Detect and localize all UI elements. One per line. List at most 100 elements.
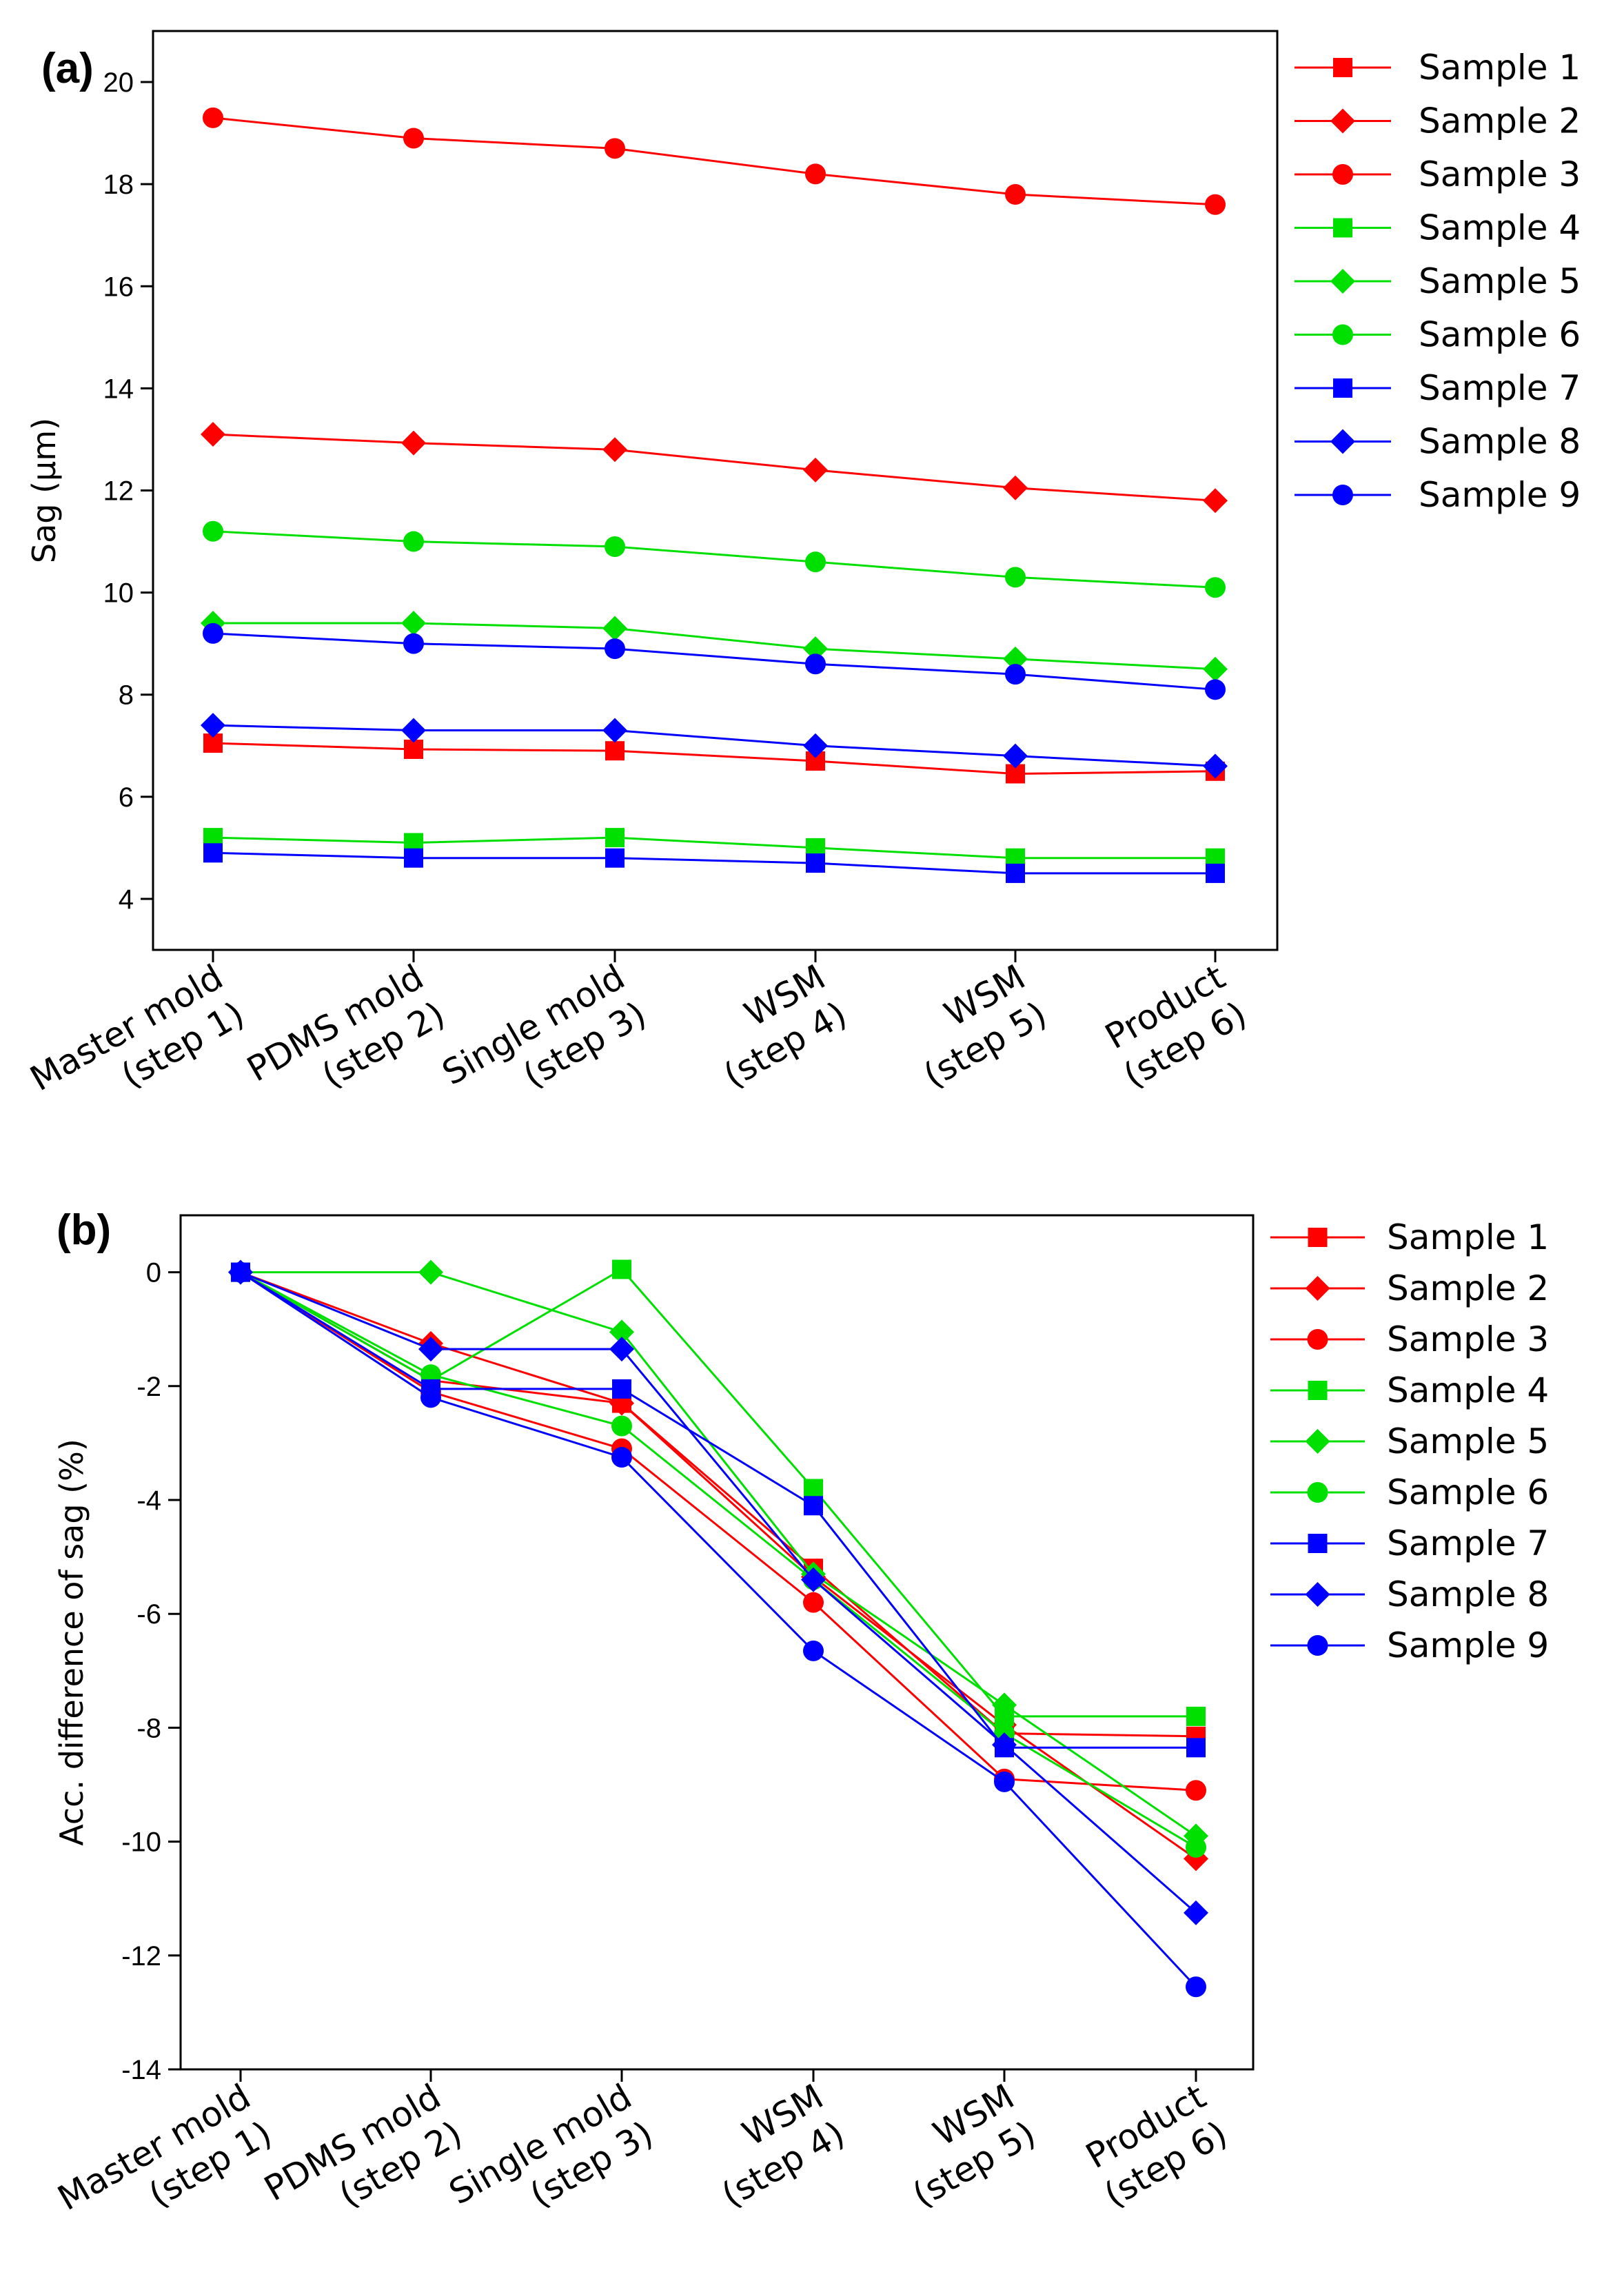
legend-marker	[1305, 1582, 1330, 1607]
data-point	[605, 848, 625, 868]
y-tick-label: 16	[103, 272, 134, 302]
legend-marker	[1307, 1329, 1328, 1350]
data-point	[605, 536, 625, 557]
legend-entry: Sample 9	[1295, 475, 1581, 515]
series-line	[241, 1271, 1197, 1837]
legend-marker	[1332, 324, 1353, 345]
data-point	[203, 622, 223, 644]
data-point	[401, 430, 426, 456]
data-point	[1186, 1706, 1206, 1726]
data-point	[1205, 194, 1226, 215]
data-point	[1186, 1780, 1206, 1801]
legend-marker	[1330, 269, 1355, 294]
legend-marker	[1330, 429, 1355, 454]
data-point	[609, 1319, 634, 1345]
data-point	[805, 653, 826, 675]
legend-marker	[1333, 58, 1352, 77]
data-point	[1205, 679, 1226, 700]
legend-label: Sample 4	[1419, 208, 1581, 248]
legend-label: Sample 2	[1419, 101, 1581, 141]
data-point	[803, 1592, 824, 1613]
data-point	[992, 1732, 1017, 1758]
y-tick-label: 12	[103, 476, 134, 507]
y-tick-label: 8	[119, 680, 134, 711]
data-point	[1003, 475, 1028, 500]
y-tick-label: -10	[121, 1827, 161, 1858]
data-point	[1186, 1976, 1206, 1998]
data-point	[1003, 646, 1028, 671]
data-point	[804, 1479, 823, 1499]
legend-entry: Sample 3	[1270, 1319, 1549, 1359]
series-line	[240, 1271, 1197, 1849]
data-point	[803, 636, 828, 662]
legend-entry: Sample 8	[1295, 422, 1581, 462]
x-tick-label: WSM(step 4)	[715, 2076, 851, 2215]
y-tick-label: 6	[119, 782, 134, 813]
series-7	[231, 1262, 1206, 1758]
series-line	[212, 530, 1216, 589]
chart-a: (a) 4 6 8 10 12 14 16 18 20 Sag (μm) Master mold(st…	[23, 30, 1581, 1099]
legend-label: Sample 4	[1387, 1370, 1549, 1410]
y-tick-label: -8	[136, 1713, 161, 1743]
data-point	[418, 1337, 443, 1362]
data-point	[805, 163, 826, 185]
legend-label: Sample 7	[1387, 1523, 1549, 1563]
legend-label: Sample 2	[1387, 1268, 1549, 1308]
series-9	[203, 622, 1226, 700]
series-8	[228, 1259, 1208, 1925]
legend-marker	[1332, 485, 1353, 505]
y-tick-label: 20	[103, 68, 134, 98]
legend-entry: Sample 5	[1270, 1421, 1549, 1461]
data-point	[805, 551, 826, 573]
data-point	[605, 638, 625, 660]
series-4	[231, 1259, 1206, 1726]
data-point	[801, 1567, 826, 1592]
legend-marker	[1330, 108, 1355, 134]
series-line	[213, 622, 1216, 671]
legend-entry: Sample 1	[1270, 1217, 1549, 1257]
legend-entry: Sample 1	[1295, 48, 1581, 88]
series-6	[203, 520, 1226, 598]
y-tick-label: -6	[136, 1599, 161, 1630]
data-point	[605, 138, 625, 159]
legend-label: Sample 1	[1387, 1217, 1549, 1257]
legend-entry: Sample 8	[1270, 1574, 1549, 1614]
legend-marker	[1333, 218, 1352, 238]
series-2	[201, 422, 1228, 514]
data-point	[1203, 488, 1228, 514]
legend-entry: Sample 2	[1295, 101, 1581, 141]
legend-label: Sample 5	[1387, 1421, 1549, 1461]
series-line	[212, 851, 1215, 875]
y-axis-title: Sag (μm)	[26, 418, 63, 563]
data-point	[203, 107, 223, 128]
x-tick-label: Product(step 6)	[1099, 957, 1253, 1095]
legend-label: Sample 8	[1387, 1574, 1549, 1614]
y-tick-label: -14	[121, 2055, 161, 2085]
legend-marker	[1333, 378, 1352, 398]
legend-label: Sample 8	[1419, 422, 1581, 462]
y-tick-label: -4	[136, 1486, 161, 1516]
x-tick-label: WSM(step 5)	[906, 2076, 1042, 2215]
data-point	[1186, 1738, 1206, 1758]
data-point	[804, 1496, 823, 1516]
legend-entry: Sample 3	[1295, 154, 1581, 194]
x-tick-label: Master mold(step 1)	[23, 957, 251, 1099]
x-tick-label: PDMS mold(step 2)	[241, 957, 451, 1095]
data-point	[1005, 183, 1026, 205]
legend-marker	[1308, 1381, 1328, 1400]
panel-label: (a)	[41, 45, 94, 92]
data-point	[201, 713, 225, 738]
data-point	[203, 843, 223, 863]
data-point	[605, 828, 625, 848]
legend-label: Sample 7	[1419, 368, 1581, 408]
legend-label: Sample 6	[1387, 1472, 1549, 1512]
data-point	[1203, 656, 1228, 682]
x-tick-label: WSM(step 4)	[717, 957, 853, 1095]
data-point	[803, 457, 828, 483]
data-point	[1184, 1900, 1208, 1925]
x-tick-label: PDMS mold(step 2)	[258, 2076, 469, 2215]
data-point	[404, 848, 423, 868]
legend: Sample 1 Sample 2 Sample 3 Sample 4 Sample 5…	[1270, 1217, 1549, 1665]
